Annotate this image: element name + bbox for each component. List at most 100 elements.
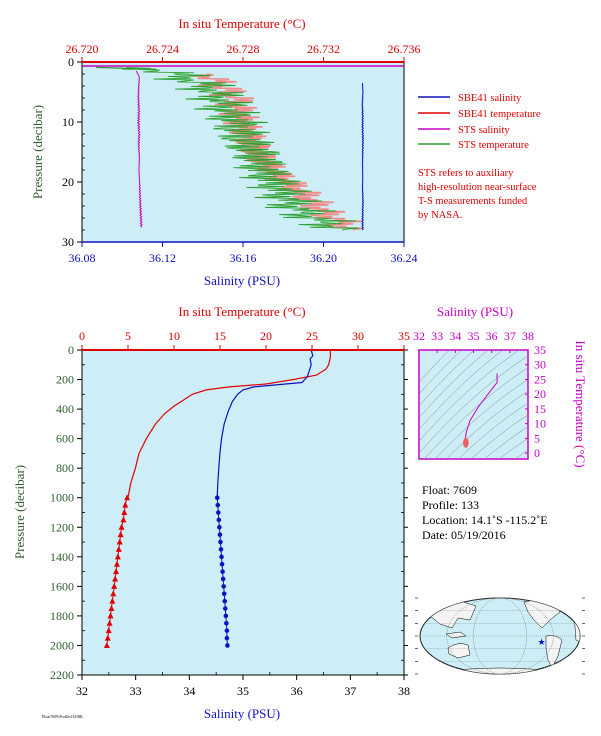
profile-pressure-tick-label: 600 [56,432,74,446]
top-pressure-tick-label: 0 [68,55,74,69]
ts-isopycnal [514,449,528,459]
profile-temperature-marker [105,627,112,634]
profile-temperature-marker [122,501,129,508]
profile-salinity-marker [221,584,226,589]
info-profile: Profile: 133 [422,498,479,512]
map-longitude-line [419,597,581,675]
profile-temp-tick-label: 0 [79,329,85,343]
profile-salinity-marker [219,554,224,560]
top-xlabel-salinity: Salinity (PSU) [204,273,280,288]
ts-salinity-tick-label: 37 [504,329,516,343]
ts-isopycnal [446,390,528,459]
profile-temperature-marker [108,605,115,612]
profile-pressure-tick-label: 2000 [50,638,74,652]
profile-salinity-marker [216,510,221,515]
profile-salinity-tick-label: 35 [237,684,249,698]
profile-salinity-tick-label: 38 [398,684,410,698]
profile-temperature-marker [120,516,127,523]
profile-temperature-marker [107,612,114,619]
top-sts-temperature-line [122,66,360,231]
ts-salinity-tick-label: 33 [431,329,443,343]
legend-label-sts-salinity: STS salinity [458,125,510,136]
profile-pressure-tick-label: 1400 [50,550,74,564]
profile-salinity-marker [224,620,229,626]
profile-salinity-marker [223,613,229,619]
ts-plot-area [418,349,529,460]
profile-pressure-tick-label: 400 [56,402,74,416]
profile-pressure-tick-label: 0 [68,343,74,357]
profile-temp-tick-label: 30 [352,329,364,343]
top-xlabel-temperature: In situ Temperature (°C) [178,16,305,31]
profile-ticks: 0 5 10 15 20 25 30 35 32 33 34 35 36 37 38 0 200 400 600 80… [50,329,410,698]
profile-salinity-marker [218,539,223,545]
ts-xlabel: Salinity (PSU) [437,304,513,319]
legend-label-sts-temperature: STS temperature [458,140,529,151]
sts-note-line-3: T-S measurements funded [418,196,528,207]
ts-salinity-tick-label: 36 [486,329,498,343]
profile-temperature-marker [112,575,119,582]
profile-temperature-marker [115,545,122,552]
profile-salinity-marker [221,591,227,597]
profile-temperature-marker [114,553,121,560]
profile-temp-tick-label: 10 [168,329,180,343]
top-salinity-tick-label: 36.16 [230,251,257,265]
top-pressure-tick-label: 10 [62,115,74,129]
profile-salinity-marker [214,495,220,501]
ts-temp-tick-label: 10 [534,417,546,431]
profile-salinity-marker [215,502,221,508]
top-salinity-tick-label: 36.24 [391,251,418,265]
profile-salinity-marker [216,517,222,523]
top-temp-tick-label: 26.728 [227,42,260,56]
profile-salinity-marker [217,524,222,530]
ts-salinity-tick-label: 35 [468,329,480,343]
profile-pressure-tick-label: 1200 [50,520,74,534]
profile-temperature-marker [104,634,111,641]
profile-salinity-tick-label: 34 [183,684,195,698]
profile-salinity-tick-label: 37 [344,684,356,698]
ts-temp-tick-label: 20 [534,387,546,401]
sts-note-line-1: STS refers to auxiliary [418,168,514,179]
profile-pressure-tick-label: 800 [56,461,74,475]
profile-temperature-marker [111,582,118,589]
profile-salinity-marker [225,643,230,648]
profile-temperature-marker [121,509,128,515]
ts-isopycnal [458,402,528,459]
top-salinity-tick-label: 36.20 [310,251,337,265]
profile-ylabel: Pressure (decibar) [12,465,27,559]
profile-pressure-tick-label: 1000 [50,491,74,505]
profile-temperature-marker [109,597,116,604]
profile-salinity-line [216,350,314,498]
legend-label-sbe41-salinity: SBE41 salinity [458,93,522,104]
top-salinity-tick-label: 36.08 [69,251,96,265]
ts-salinity-tick-label: 34 [449,329,461,343]
ts-temp-tick-label: 5 [534,431,540,445]
ts-isopycnals [419,350,528,459]
profile-salinity-marker [218,547,224,552]
profile-temp-tick-label: 15 [214,329,226,343]
profile-plot-area [81,349,405,676]
info-location: Location: 14.1˚S -115.2˚E [422,513,548,527]
top-ticks: 26.720 26.724 26.728 26.732 26.736 36.08 36.12… [62,42,421,265]
ts-temp-tick-label: 25 [534,372,546,386]
profile-salinity-marker [224,628,230,633]
ts-isopycnal [498,438,528,459]
profile-salinity-marker [224,635,230,641]
ts-temp-tick-label: 15 [534,402,546,416]
sts-note-line-2: high-resolution near-surface [418,182,537,193]
top-temp-tick-label: 26.720 [66,42,99,56]
profile-salinity-marker [217,532,223,537]
profile-temperature-marker [124,494,131,501]
profile-salinity-marker [219,561,225,567]
ts-ylabel: In situ Temperature (°C) [573,340,588,467]
map-land-antarctica [439,667,561,674]
footer-caption: Float7609/Profile133/BK [42,714,83,719]
top-salinity-tick-label: 36.12 [149,251,176,265]
ts-isopycnal [419,350,489,419]
profile-panel: 0 5 10 15 20 25 30 35 32 33 34 35 36 37 38 0 200 400 600 80… [12,304,410,721]
top-series [96,66,365,231]
profile-salinity-marker [220,569,225,574]
map-longitude-line [473,597,527,675]
